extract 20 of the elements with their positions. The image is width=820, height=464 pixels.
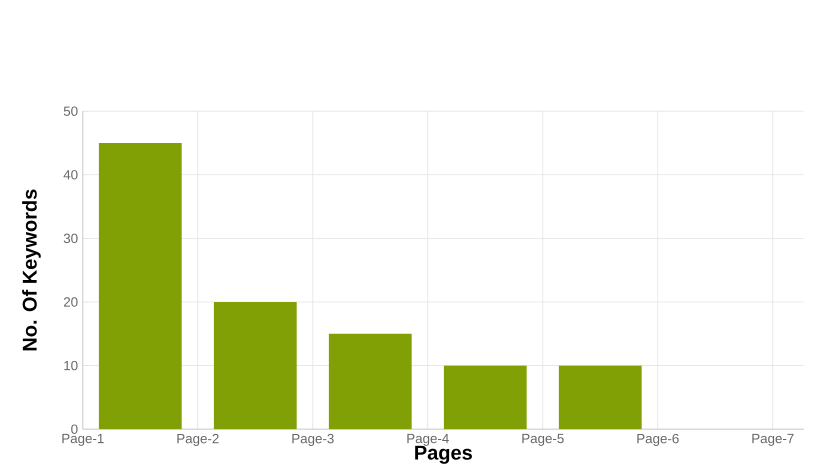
y-tick-label: 40 <box>64 170 78 180</box>
x-tick-label: Page-4 <box>407 434 449 446</box>
bar <box>214 302 297 430</box>
x-tick-label: Page-5 <box>522 434 564 446</box>
y-tick-label: 50 <box>64 106 78 116</box>
bar <box>558 366 642 430</box>
y-tick-label: 20 <box>64 297 78 307</box>
bar <box>98 142 182 430</box>
y-tick-label: 30 <box>64 234 78 244</box>
bar <box>444 366 527 430</box>
bar <box>328 334 412 430</box>
x-axis-title: Pages <box>415 446 472 464</box>
x-tick-label: Page-2 <box>177 434 219 446</box>
x-tick-label: Page-3 <box>292 434 334 446</box>
x-tick-label: Page-1 <box>62 434 104 446</box>
y-tick-label: 0 <box>71 424 78 434</box>
x-tick-label: Page-6 <box>637 434 679 446</box>
x-tick-label: Page-7 <box>752 434 794 446</box>
y-tick-label: 10 <box>64 360 78 370</box>
y-axis-title: No. Of Keywords <box>22 190 41 350</box>
